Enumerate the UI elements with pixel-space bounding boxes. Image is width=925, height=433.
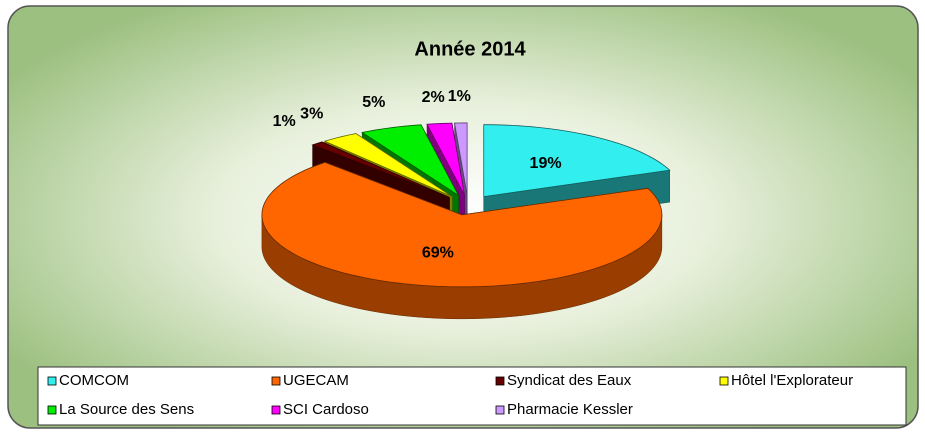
legend-swatch bbox=[271, 376, 281, 386]
legend-label: UGECAM bbox=[283, 372, 349, 389]
value-label: 69% bbox=[422, 245, 454, 262]
legend-swatch bbox=[495, 376, 505, 386]
value-label: 19% bbox=[530, 155, 562, 172]
legend-label: La Source des Sens bbox=[59, 401, 194, 418]
legend-swatch bbox=[47, 376, 57, 386]
pie-slice bbox=[311, 141, 450, 198]
value-label: 5% bbox=[362, 94, 385, 111]
legend-label: COMCOM bbox=[59, 372, 129, 389]
value-label: 1% bbox=[273, 113, 296, 130]
pie-slice bbox=[426, 122, 465, 196]
legend-swatch bbox=[271, 405, 281, 415]
legend-label: SCI Cardoso bbox=[283, 401, 369, 418]
legend-swatch bbox=[47, 405, 57, 415]
legend-swatch bbox=[495, 405, 505, 415]
value-label: 2% bbox=[422, 89, 445, 106]
value-label: 3% bbox=[300, 105, 323, 122]
legend-box bbox=[37, 366, 907, 426]
pie-slice bbox=[361, 124, 459, 196]
pie-slice bbox=[483, 124, 671, 198]
legend: COMCOM UGECAM Syndicat des Eaux Hôtel l'Exp… bbox=[47, 372, 853, 418]
legend-label: Pharmacie Kessler bbox=[507, 401, 633, 418]
pie-slice bbox=[454, 122, 468, 195]
legend-label: Syndicat des Eaux bbox=[507, 372, 632, 389]
legend-label: Hôtel l'Explorateur bbox=[731, 372, 853, 389]
pie-slice bbox=[261, 161, 663, 288]
pie: 19%69%1% 3%5% 2% 1% bbox=[261, 88, 671, 320]
value-label: 1% bbox=[448, 88, 471, 105]
pie-slice bbox=[323, 133, 453, 198]
legend-swatch bbox=[719, 376, 729, 386]
chart-title: Année 2014 bbox=[414, 38, 526, 60]
